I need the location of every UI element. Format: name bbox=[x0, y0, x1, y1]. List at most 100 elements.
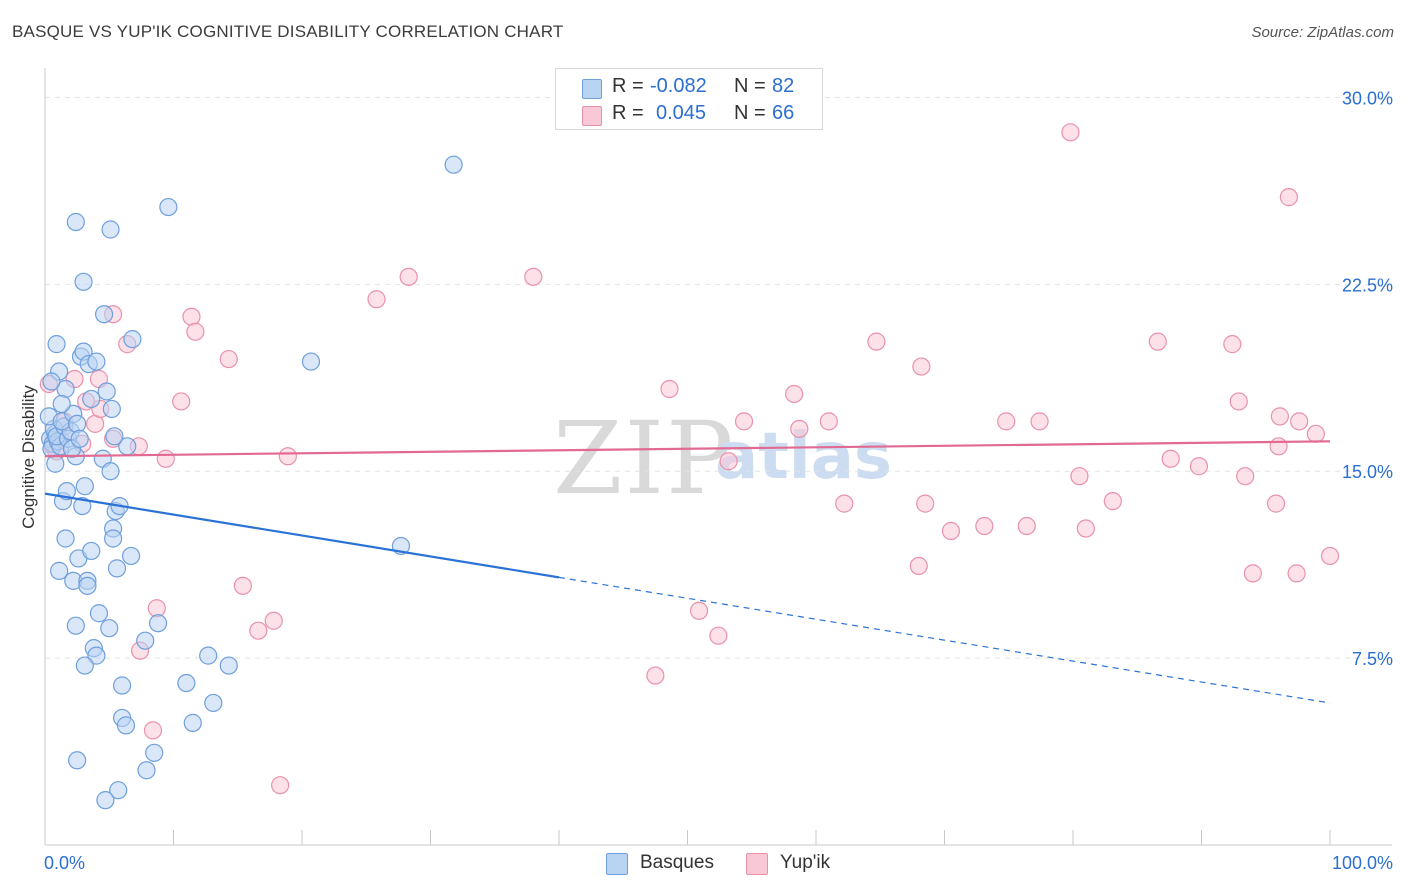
yupik-point bbox=[941, 521, 961, 541]
basques-legend-swatch bbox=[606, 853, 628, 875]
yupik-point bbox=[271, 776, 290, 795]
yupik-point bbox=[660, 379, 679, 399]
basques-point bbox=[100, 619, 119, 638]
basques-point bbox=[137, 761, 156, 780]
y-tick-label: 7.5% bbox=[1352, 649, 1393, 669]
yupik-point bbox=[524, 267, 543, 286]
basques-point bbox=[101, 220, 120, 239]
basques-point bbox=[68, 751, 87, 770]
yupik-point bbox=[1161, 449, 1180, 468]
basques-swatch bbox=[582, 79, 602, 99]
yupik-point bbox=[867, 332, 886, 351]
yupik-point bbox=[1223, 335, 1242, 354]
basques-point bbox=[159, 197, 178, 217]
basques-trend-line bbox=[44, 492, 560, 579]
basques-point bbox=[183, 713, 202, 732]
basques-point bbox=[82, 389, 101, 409]
yupik-point bbox=[1279, 188, 1298, 207]
yupik-r-label: R = bbox=[612, 102, 644, 124]
yupik-point bbox=[1306, 424, 1325, 443]
y-tick-label: 30.0% bbox=[1342, 88, 1393, 108]
yupik-point bbox=[1236, 467, 1255, 486]
yupik-n-value: 66 bbox=[772, 102, 795, 124]
basques-point bbox=[109, 781, 128, 800]
basques-point bbox=[50, 561, 69, 580]
yupik-point bbox=[709, 626, 728, 645]
yupik-point bbox=[975, 516, 994, 536]
yupik-legend-label: Yup'ik bbox=[780, 852, 831, 873]
yupik-point bbox=[1070, 467, 1089, 486]
chart-source: Source: ZipAtlas.com bbox=[1251, 24, 1394, 41]
basques-point bbox=[75, 477, 94, 496]
yupik-point bbox=[819, 412, 838, 431]
yupik-point bbox=[1269, 437, 1288, 456]
yupik-point bbox=[156, 449, 175, 468]
yupik-point bbox=[1061, 123, 1080, 142]
yupik-point bbox=[909, 556, 928, 576]
basques-point bbox=[47, 335, 66, 354]
basques-point bbox=[56, 529, 75, 548]
yupik-point bbox=[143, 721, 163, 740]
basques-point bbox=[46, 454, 65, 473]
yupik-point bbox=[172, 392, 191, 411]
y-tick-label: 15.0% bbox=[1342, 462, 1393, 482]
yupik-point bbox=[182, 307, 201, 326]
basques-point bbox=[199, 646, 218, 665]
yupik-point bbox=[785, 384, 804, 404]
basques-point bbox=[66, 616, 85, 635]
yupik-point bbox=[835, 494, 854, 513]
correlation-legend: R = -0.082 N = 82 R = 0.045 N = 66 bbox=[555, 68, 823, 130]
yupik-point bbox=[1148, 332, 1167, 351]
yupik-r-value: 0.045 bbox=[656, 102, 707, 124]
basques-r-value: -0.082 bbox=[650, 75, 707, 97]
yupik-trend-line bbox=[44, 440, 1331, 458]
yupik-n-label: N = bbox=[734, 102, 766, 124]
yupik-point bbox=[1270, 407, 1289, 426]
basques-point bbox=[66, 212, 85, 232]
basques-legend-label: Basques bbox=[640, 852, 714, 873]
yupik-legend-swatch bbox=[746, 853, 768, 875]
basques-point bbox=[70, 429, 89, 448]
basques-n-label: N = bbox=[734, 75, 766, 97]
yupik-point bbox=[1287, 564, 1306, 583]
basques-point bbox=[87, 352, 106, 371]
yupik-point bbox=[1076, 519, 1095, 538]
basques-point bbox=[123, 330, 142, 349]
yupik-point bbox=[1103, 492, 1122, 511]
basques-point bbox=[101, 462, 120, 481]
basques-point bbox=[136, 631, 155, 650]
yupik-swatch bbox=[582, 106, 602, 126]
basques-point bbox=[104, 529, 123, 548]
yupik-point bbox=[186, 322, 205, 341]
y-axis-label: Cognitive Disability bbox=[19, 385, 38, 529]
yupik-point bbox=[916, 494, 935, 513]
yupik-point bbox=[1290, 412, 1309, 431]
yupik-point bbox=[689, 601, 709, 620]
basques-point bbox=[301, 352, 321, 371]
basques-trend-extension bbox=[558, 576, 1331, 704]
basques-point bbox=[102, 399, 121, 419]
basques-point bbox=[68, 414, 87, 433]
yupik-point bbox=[1229, 392, 1248, 411]
yupik-point bbox=[790, 419, 809, 438]
basques-point bbox=[219, 656, 238, 675]
x-tick-label: 100.0% bbox=[1332, 853, 1393, 873]
basques-point bbox=[78, 576, 97, 595]
yupik-point bbox=[1320, 546, 1340, 566]
yupik-point bbox=[1189, 457, 1209, 476]
basques-point bbox=[73, 497, 92, 516]
yupik-point bbox=[367, 290, 386, 309]
x-tick-label: 0.0% bbox=[44, 853, 85, 873]
yupik-point bbox=[912, 357, 931, 376]
yupik-point bbox=[1266, 494, 1286, 513]
basques-point bbox=[89, 604, 109, 623]
basques-point bbox=[87, 646, 106, 665]
basques-point bbox=[42, 372, 61, 391]
basques-point bbox=[52, 394, 71, 414]
basques-point bbox=[82, 541, 101, 561]
basques-point bbox=[116, 716, 136, 735]
chart-title: BASQUE VS YUP'IK COGNITIVE DISABILITY CO… bbox=[12, 22, 564, 41]
yupik-point bbox=[278, 447, 297, 466]
basques-n-value: 82 bbox=[772, 75, 795, 97]
